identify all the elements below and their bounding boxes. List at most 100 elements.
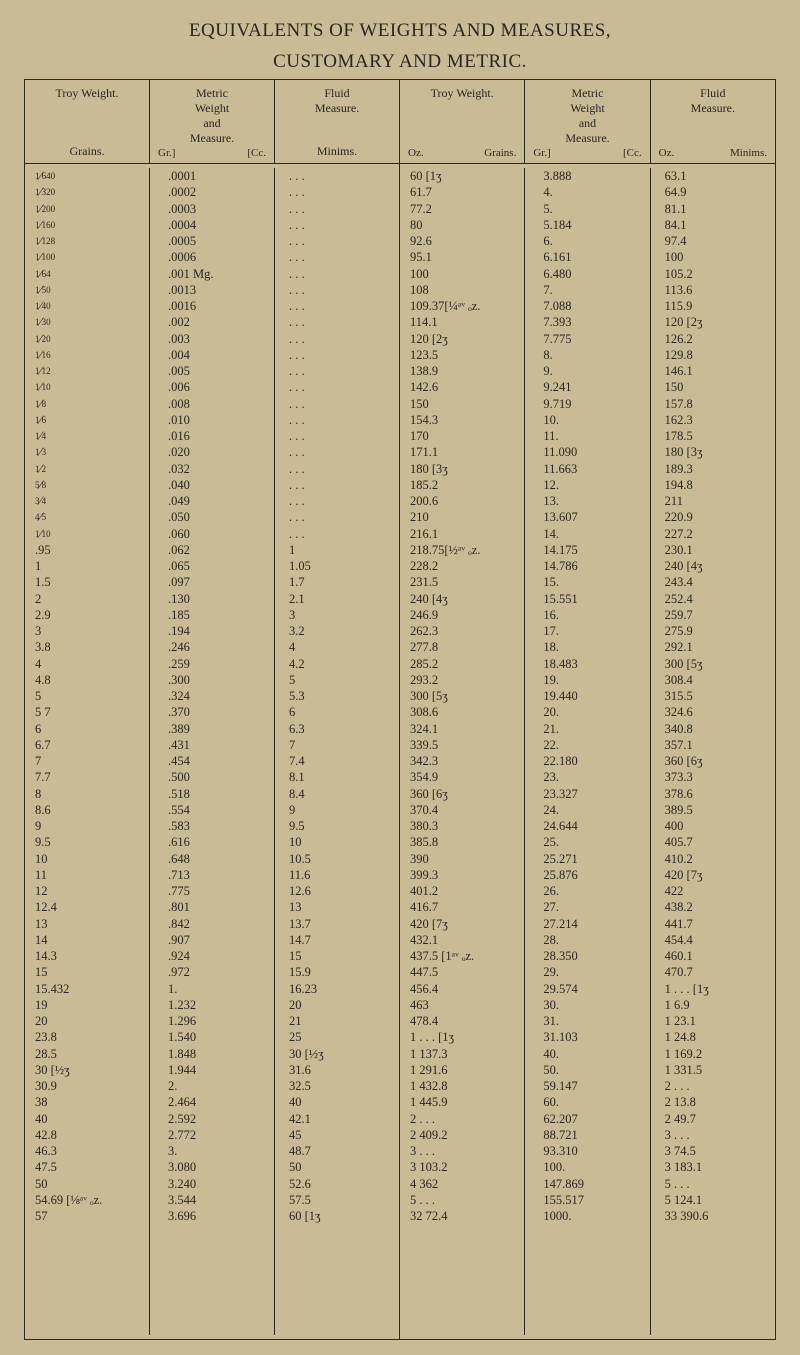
table-cell: 8 <box>29 786 145 802</box>
table-cell: 46.3 <box>29 1143 145 1159</box>
table-cell: 24.644 <box>529 818 645 834</box>
table-cell: 1 23.1 <box>655 1013 771 1029</box>
table-cell: 180 [3ʒ <box>655 444 771 460</box>
table-cell: 6.3 <box>279 721 395 737</box>
table-cell: . . . <box>279 444 395 460</box>
table-cell: 26. <box>529 883 645 899</box>
table-cell: 1⁄100 <box>29 249 145 265</box>
table-cell: 28.5 <box>29 1046 145 1062</box>
table-cell: 416.7 <box>404 899 520 915</box>
table-cell: 5 124.1 <box>655 1192 771 1208</box>
table-cell: 5. <box>529 201 645 217</box>
table-cell: 1⁄8 <box>29 396 145 412</box>
table-cell: 5⁄8 <box>29 477 145 493</box>
table-cell: 470.7 <box>655 964 771 980</box>
table-cell: 150 <box>655 379 771 395</box>
table-cell: 11 <box>29 867 145 883</box>
table-cell: .554 <box>154 802 270 818</box>
table-cell: 292.1 <box>655 639 771 655</box>
table-cell: 60 [1ʒ <box>279 1208 395 1224</box>
left-header-fluid-sub: Minims. <box>277 144 397 159</box>
table-cell: 1.05 <box>279 558 395 574</box>
table-cell: . . . <box>279 314 395 330</box>
table-cell: 31. <box>529 1013 645 1029</box>
table-cell: .0016 <box>154 298 270 314</box>
table-cell: 17. <box>529 623 645 639</box>
table-cell: .801 <box>154 899 270 915</box>
table-cell: 2.772 <box>154 1127 270 1143</box>
table-cell: .0006 <box>154 249 270 265</box>
table-cell: 6.161 <box>529 249 645 265</box>
table-cell: 52.6 <box>279 1176 395 1192</box>
table-cell: 29. <box>529 964 645 980</box>
table-cell: .0002 <box>154 184 270 200</box>
table-cell: 129.8 <box>655 347 771 363</box>
table-cell: 1 24.8 <box>655 1029 771 1045</box>
table-cell: 1.848 <box>154 1046 270 1062</box>
table-cell: . . . <box>279 379 395 395</box>
table-cell: 60. <box>529 1094 645 1110</box>
left-col-metric: .0001.0002.0003.0004.0005.0006.001 Mg..0… <box>149 168 274 1335</box>
table-cell: 14. <box>529 526 645 542</box>
table-cell: 380.3 <box>404 818 520 834</box>
table-cell: 123.5 <box>404 347 520 363</box>
table-cell: 19. <box>529 672 645 688</box>
table-cell: 4 <box>279 639 395 655</box>
table-cell: 11.6 <box>279 867 395 883</box>
table-cell: .713 <box>154 867 270 883</box>
table-cell: .246 <box>154 639 270 655</box>
table-cell: 171.1 <box>404 444 520 460</box>
right-header-fluid-sub-r: Minims. <box>730 147 767 159</box>
table-cell: 15.432 <box>29 981 145 997</box>
table-cell: 1⁄10 <box>29 379 145 395</box>
table-cell: 22.180 <box>529 753 645 769</box>
table-cell: 420 [7ʒ <box>655 867 771 883</box>
table-cell: 1.7 <box>279 574 395 590</box>
table-cell: 3.2 <box>279 623 395 639</box>
table-cell: 2.592 <box>154 1111 270 1127</box>
table-cell: 13.7 <box>279 916 395 932</box>
left-table-header: Troy Weight. Grains. Metric Weight and M… <box>25 80 399 164</box>
table-cell: 6.480 <box>529 266 645 282</box>
table-cell: . . . <box>279 461 395 477</box>
table-cell: 21. <box>529 721 645 737</box>
table-cell: 2 <box>29 591 145 607</box>
table-cell: 4. <box>529 184 645 200</box>
table-cell: 5 7 <box>29 704 145 720</box>
table-cell: 146.1 <box>655 363 771 379</box>
table-cell: 243.4 <box>655 574 771 590</box>
table-cell: 3.240 <box>154 1176 270 1192</box>
table-cell: 7.7 <box>29 769 145 785</box>
right-header-fluid-sub-l: Oz. <box>659 147 675 159</box>
table-cell: 230.1 <box>655 542 771 558</box>
table-cell: 81.1 <box>655 201 771 217</box>
right-header-metric: Metric Weight and Measure. Gr.] [Cc. <box>524 80 649 163</box>
table-cell: 19.440 <box>529 688 645 704</box>
table-cell: . . . <box>279 347 395 363</box>
table-cell: .062 <box>154 542 270 558</box>
table-cell: 9.241 <box>529 379 645 395</box>
table-cell: .259 <box>154 656 270 672</box>
right-header-metric-sub-r: [Cc. <box>623 147 642 159</box>
table-cell: 340.8 <box>655 721 771 737</box>
table-cell: 28. <box>529 932 645 948</box>
table-cell: 1.232 <box>154 997 270 1013</box>
table-cell: 100 <box>655 249 771 265</box>
table-cell: 13. <box>529 493 645 509</box>
table-cell: 142.6 <box>404 379 520 395</box>
table-cell: 15. <box>529 574 645 590</box>
table-cell: 150 <box>404 396 520 412</box>
table-cell: 293.2 <box>404 672 520 688</box>
table-cell: 42.1 <box>279 1111 395 1127</box>
table-cell: 154.3 <box>404 412 520 428</box>
table-cell: 10 <box>279 834 395 850</box>
table-cell: .324 <box>154 688 270 704</box>
table-cell: 162.3 <box>655 412 771 428</box>
table-cell: 38 <box>29 1094 145 1110</box>
table-cell: 12 <box>29 883 145 899</box>
table-cell: 2 49.7 <box>655 1111 771 1127</box>
table-cell: 3 <box>29 623 145 639</box>
table-cell: 30 [½ʒ <box>279 1046 395 1062</box>
table-cell: 60 [1ʒ <box>404 168 520 184</box>
right-header-troy-sub-l: Oz. <box>408 147 424 159</box>
